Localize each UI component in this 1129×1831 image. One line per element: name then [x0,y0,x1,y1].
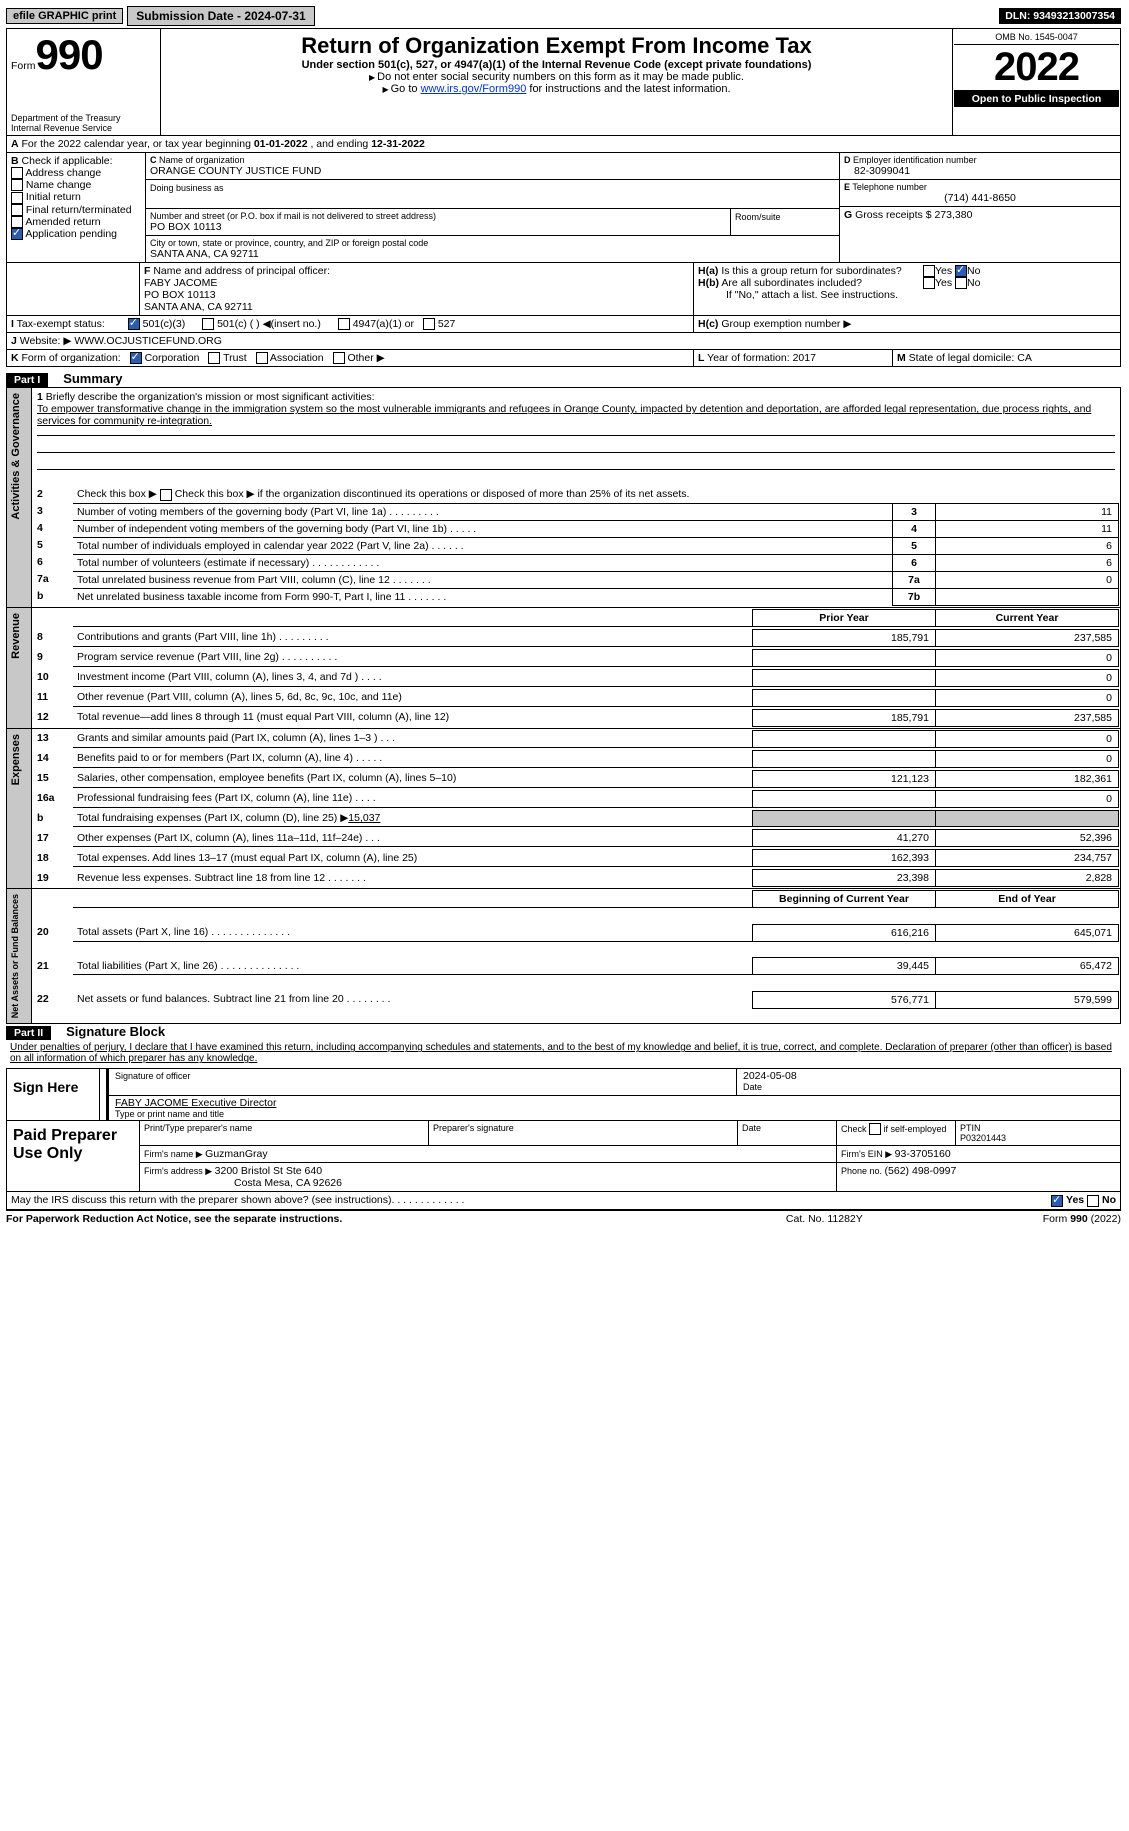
dln: DLN: 93493213007354 [999,8,1121,24]
efile-btn[interactable]: efile GRAPHIC print [6,8,123,24]
form-990: 990 [36,31,103,78]
discuss-row: May the IRS discuss this return with the… [6,1192,1121,1209]
irs-link[interactable]: www.irs.gov/Form990 [421,83,527,95]
topbar: efile GRAPHIC print Submission Date - 20… [6,6,1121,26]
footer: For Paperwork Reduction Act Notice, see … [6,1210,1121,1225]
line-a: A For the 2022 calendar year, or tax yea… [6,136,1121,153]
year: 2022 [954,45,1119,91]
fh-block: F Name and address of principal officer:… [6,263,1121,316]
sub3-post: for instructions and the latest informat… [526,83,730,95]
sub2: Do not enter social security numbers on … [377,71,744,83]
form-word: Form [11,60,36,72]
sub3-pre: Go to [391,83,421,95]
submission-btn[interactable]: Submission Date - 2024-07-31 [127,6,314,26]
declaration: Under penalties of perjury, I declare th… [6,1040,1121,1066]
line-i: I Tax-exempt status: 501(c)(3) 501(c) ( … [6,316,1121,333]
part1-table: Activities & Governance 1 Briefly descri… [6,387,1121,1024]
dept2: Internal Revenue Service [11,123,156,133]
line-j: J Website: ▶ WWW.OCJUSTICEFUND.ORG [6,333,1121,350]
open-public: Open to Public Inspection [954,91,1119,107]
page-title: Return of Organization Exempt From Incom… [167,33,946,59]
sub1: Under section 501(c), 527, or 4947(a)(1)… [167,59,946,71]
paid-preparer-block: Paid Preparer Use Only Print/Type prepar… [6,1121,1121,1192]
sign-block: Sign Here Signature of officer 2024-05-0… [6,1068,1121,1121]
omb: OMB No. 1545-0047 [954,30,1119,45]
info-block: B Check if applicable: Address change Na… [6,153,1121,263]
dept1: Department of the Treasury [11,113,156,123]
klm-block: K Form of organization: Corporation Trus… [6,350,1121,367]
header-block: Form990 Department of the Treasury Inter… [6,28,1121,136]
